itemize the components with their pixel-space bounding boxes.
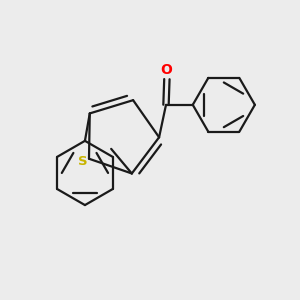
Text: O: O <box>160 62 172 76</box>
Text: S: S <box>78 155 87 168</box>
